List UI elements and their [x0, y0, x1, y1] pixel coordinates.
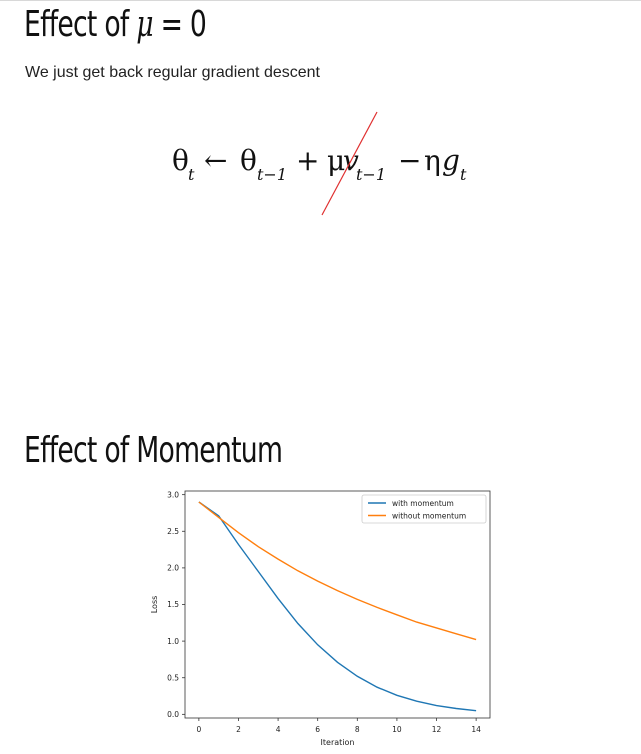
eq-g: g: [442, 144, 460, 177]
eq-sub-t-g: t: [460, 165, 467, 184]
heading-prefix: Effect of: [24, 4, 137, 45]
series-line-2: [198, 501, 477, 641]
eq-sub-t1-theta: t−1: [257, 165, 287, 184]
series-line-1: [198, 501, 477, 712]
x-tick-label: 8: [355, 725, 360, 734]
strikethrough-line: [321, 111, 378, 216]
mu-symbol: μ: [136, 4, 153, 45]
heading-suffix: = 0: [152, 4, 207, 45]
y-tick-label: 3.0: [167, 490, 179, 499]
plot-frame: [184, 490, 491, 719]
x-axis-label: Iteration: [321, 738, 355, 746]
eq-plus: +: [296, 144, 319, 177]
section-heading-momentum: Effect of Momentum: [24, 430, 283, 471]
eq-sub-t1-v: t−1: [356, 165, 386, 184]
body-text: We just get back regular gradient descen…: [25, 64, 320, 81]
legend-label-2: without momentum: [392, 511, 466, 520]
y-tick-label: 1.0: [167, 637, 179, 646]
eq-arrow: ←: [204, 144, 227, 177]
y-tick-label: 2.5: [167, 527, 179, 536]
x-tick-label: 10: [392, 725, 402, 734]
y-tick-label: 1.5: [167, 600, 179, 609]
eq-eta: η: [424, 144, 441, 177]
y-tick-label: 0.0: [167, 710, 179, 719]
x-tick-label: 12: [432, 725, 442, 734]
eq-theta-rhs: θ: [240, 144, 257, 177]
section-heading-mu: Effect of μ = 0: [24, 4, 207, 45]
x-tick-label: 2: [236, 725, 241, 734]
eq-minus: −: [398, 144, 421, 177]
top-divider: [0, 0, 641, 1]
x-tick-label: 0: [196, 725, 201, 734]
update-equation: θ t ← θ t−1 + μ v t−1 − η g t: [172, 111, 467, 216]
x-tick-label: 4: [276, 725, 281, 734]
y-tick-label: 0.5: [167, 673, 179, 682]
x-tick-label: 14: [471, 725, 481, 734]
y-tick-label: 2.0: [167, 564, 179, 573]
loss-chart: 0 2 4 6 8 10 12 14 0.0 0.5 1.0 1.5 2.0 2.5 3.0 Iteratio…: [150, 490, 491, 746]
legend-label-1: with momentum: [392, 499, 454, 508]
x-tick-label: 6: [315, 725, 320, 734]
y-axis-label: Loss: [150, 596, 159, 614]
eq-mu: μ: [327, 144, 345, 177]
eq-theta-lhs: θ: [172, 144, 189, 177]
legend-box: [361, 494, 487, 524]
eq-sub-t-lhs: t: [188, 165, 195, 184]
